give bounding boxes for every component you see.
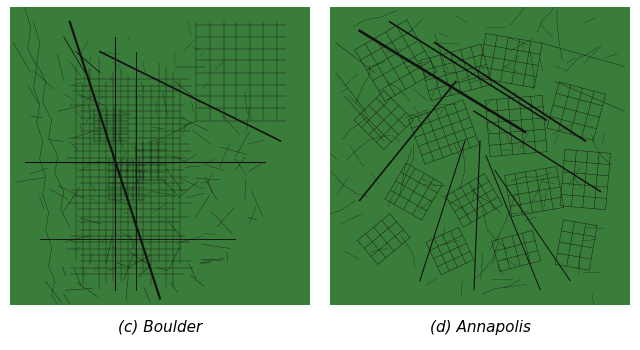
Text: (d) Annapolis: (d) Annapolis (429, 320, 531, 335)
Text: (c) Boulder: (c) Boulder (118, 320, 202, 335)
